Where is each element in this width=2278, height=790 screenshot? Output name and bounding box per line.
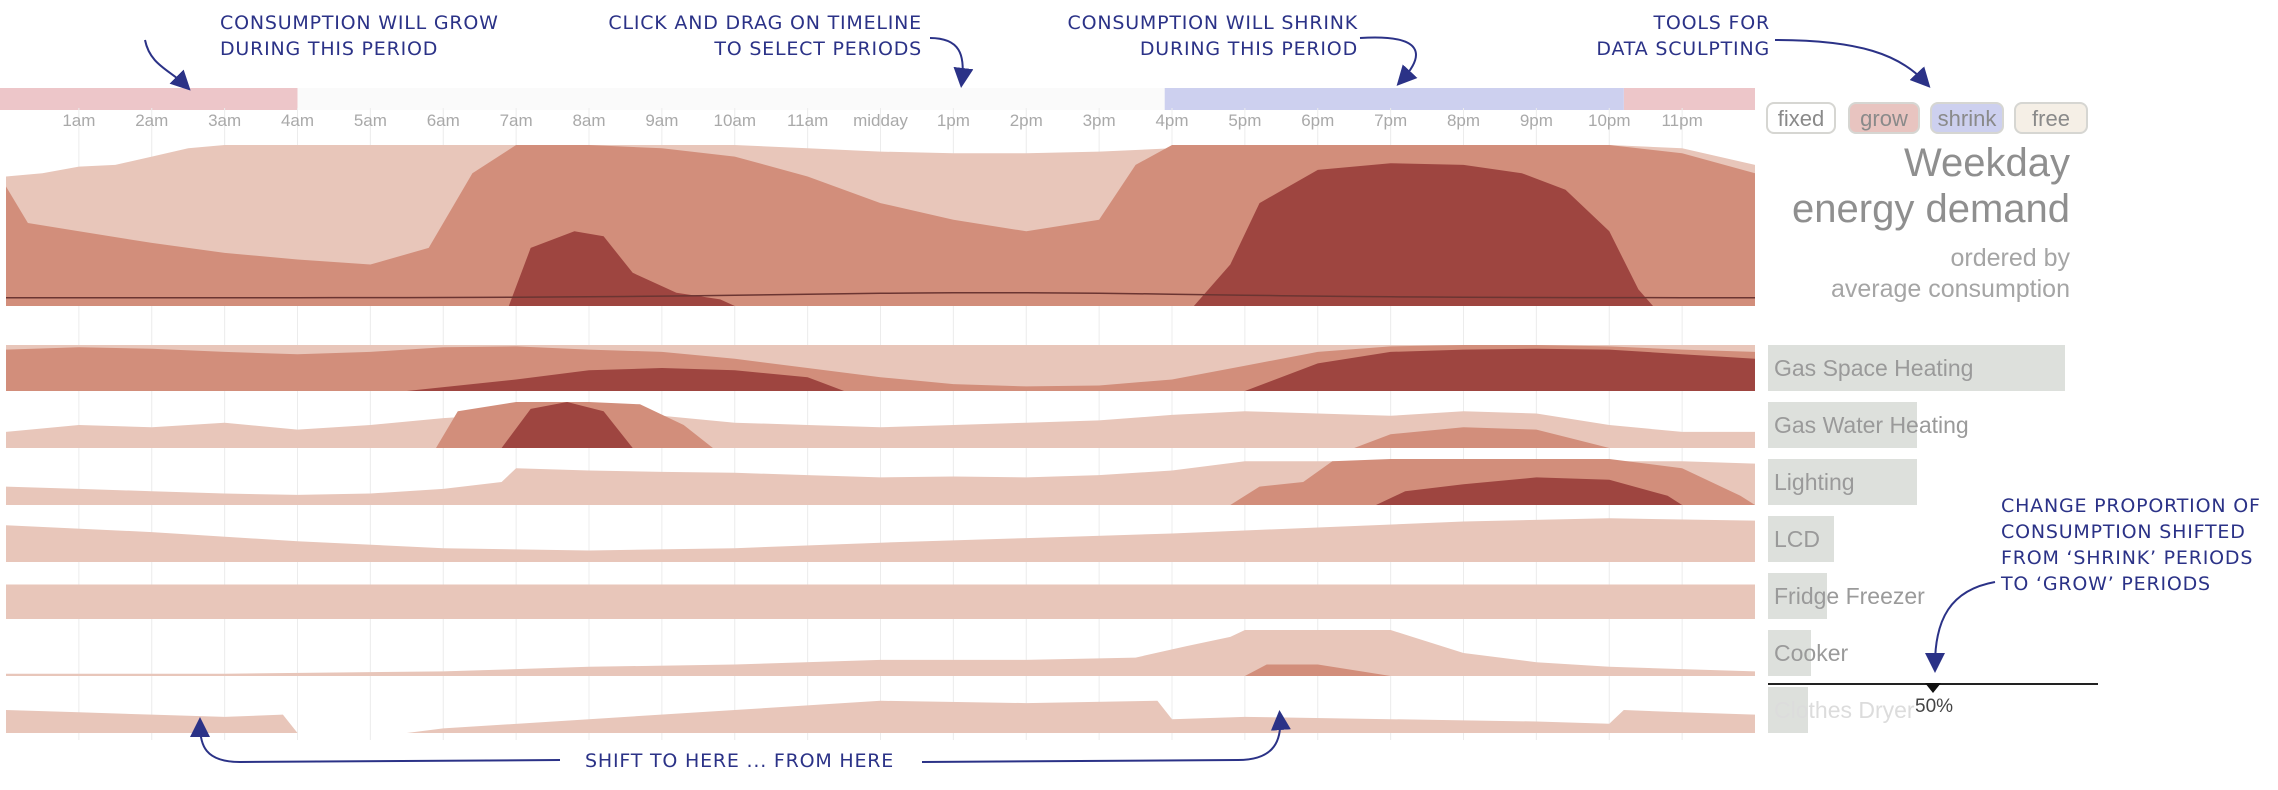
appliance-row[interactable] (6, 584, 1755, 620)
row-light-area (6, 584, 1755, 619)
row-light-area (6, 518, 1755, 562)
annotation-tools-line2: DATA SCULPTING (1596, 38, 1770, 60)
appliance-row[interactable] (6, 402, 1755, 448)
annotation-shift: SHIFT TO HERE ... FROM HERE (585, 750, 895, 772)
arrow-shift-right (921, 710, 1291, 763)
tool-free-button[interactable]: free (2014, 102, 2088, 134)
annotation-drag-line2: TO SELECT PERIODS (714, 38, 922, 60)
x-tick-label: 6pm (1301, 111, 1334, 130)
tool-fixed-button[interactable]: fixed (1766, 102, 1836, 134)
x-tick-label: 2am (135, 111, 168, 130)
x-tick-label: 8am (572, 111, 605, 130)
appliance-share-bar (1768, 630, 1811, 676)
x-tick-label: 10pm (1588, 111, 1631, 130)
annotation-shrink-line1: CONSUMPTION WILL SHRINK (1067, 12, 1358, 34)
row-dark-area (501, 402, 633, 448)
appliance-share-bar (1768, 687, 1808, 733)
appliance-share-bar (1768, 516, 1834, 562)
appliance-row[interactable] (6, 700, 1755, 733)
x-tick-label: 8pm (1447, 111, 1480, 130)
shrink-period-band-0[interactable] (1164, 88, 1624, 110)
x-tick-label: 6am (427, 111, 460, 130)
row-light-area (6, 700, 1755, 733)
annotation-proportion-line2: CONSUMPTION SHIFTED (2001, 521, 2246, 543)
annotation-proportion-line4: TO ‘GROW’ PERIODS (2001, 573, 2211, 595)
annotation-shrink: CONSUMPTION WILL SHRINK DURING THIS PERI… (1068, 10, 1359, 62)
x-tick-label: 11am (787, 111, 828, 130)
panel-title-line1: Weekday (1903, 141, 2070, 185)
panel-subtitle-line2: average consumption (1830, 275, 2070, 303)
annotation-grow: CONSUMPTION WILL GROW DURING THIS PERIOD (220, 10, 499, 62)
annotation-tools: TOOLS FOR DATA SCULPTING (1596, 10, 1770, 62)
annotation-arrows (144, 36, 1996, 764)
appliance-label[interactable]: Clothes Dryer (1774, 697, 1915, 723)
row-mid-area (1244, 664, 1391, 676)
row-dark-area (1376, 477, 1683, 505)
grow-period-band-0[interactable] (0, 88, 298, 110)
annotation-drag: CLICK AND DRAG ON TIMELINE TO SELECT PER… (608, 10, 922, 62)
appliance-share-bar (1768, 345, 2065, 391)
proportion-slider-value: 50% (1915, 696, 1954, 717)
x-tick-label: midday (853, 111, 908, 130)
grow-period-band-1[interactable] (1623, 88, 1755, 110)
appliance-label[interactable]: Cooker (1774, 640, 1849, 666)
appliance-share-bar (1768, 573, 1828, 619)
appliance-label[interactable]: Gas Space Heating (1774, 355, 1974, 381)
appliance-share-bar (1768, 402, 1917, 448)
annotation-tools-line1: TOOLS FOR (1653, 12, 1770, 34)
appliance-row[interactable] (6, 630, 1755, 676)
appliance-label[interactable]: Fridge Freezer (1774, 583, 1925, 609)
appliance-label[interactable]: Gas Water Heating (1774, 412, 1969, 438)
annotation-drag-line1: CLICK AND DRAG ON TIMELINE (608, 12, 922, 34)
tool-grow-button[interactable]: grow (1848, 102, 1920, 134)
arrow-drag (929, 37, 974, 88)
row-dark-area (406, 348, 1755, 391)
x-tick-label: 2pm (1010, 111, 1043, 130)
panel-subtitle-line1: ordered by (1950, 244, 2070, 272)
x-tick-label: 1pm (937, 111, 970, 130)
tool-shrink-button[interactable]: shrink (1930, 102, 2004, 134)
x-tick-label: 1am (62, 111, 95, 130)
x-tick-label: 5am (354, 111, 387, 130)
appliance-label[interactable]: Lighting (1774, 469, 1855, 495)
arrow-shift-left (190, 717, 561, 764)
x-tick-label: 9pm (1520, 111, 1553, 130)
appliance-rows (6, 345, 1755, 733)
annotation-proportion: CHANGE PROPORTION OF CONSUMPTION SHIFTED… (2001, 493, 2261, 597)
annotation-grow-line2: DURING THIS PERIOD (220, 38, 439, 60)
arrow-shrink (1359, 36, 1418, 86)
x-tick-label: 7am (500, 111, 533, 130)
x-tick-label: 3am (208, 111, 241, 130)
annotation-shrink-line2: DURING THIS PERIOD (1139, 38, 1358, 60)
x-tick-label: 7pm (1374, 111, 1407, 130)
panel-title-line2: energy demand (1792, 187, 2070, 231)
x-tick-label: 3pm (1083, 111, 1116, 130)
panel-subtitle: ordered by average consumption (1831, 243, 2070, 305)
x-tick-label: 11pm (1661, 111, 1702, 130)
appliance-share-bar (1768, 459, 1917, 505)
arrow-tools (1774, 39, 1931, 88)
total-baseline-line (6, 291, 1755, 299)
x-tick-label: 10am (713, 111, 756, 130)
x-tick-label: 9am (645, 111, 678, 130)
annotation-proportion-line3: FROM ‘SHRINK’ PERIODS (2001, 547, 2254, 569)
x-tick-label: 5pm (1228, 111, 1261, 130)
annotation-proportion-line1: CHANGE PROPORTION OF (2001, 495, 2261, 517)
appliance-row[interactable] (6, 518, 1755, 562)
appliance-label[interactable]: LCD (1774, 526, 1821, 552)
appliance-row[interactable] (6, 459, 1755, 505)
timeline[interactable] (0, 88, 1755, 110)
appliance-row[interactable] (6, 345, 1755, 391)
arrow-grow (144, 39, 191, 91)
total-demand-area (6, 145, 1755, 306)
x-tick-label: 4pm (1155, 111, 1188, 130)
x-tick-label: 4am (281, 111, 314, 130)
annotation-grow-line1: CONSUMPTION WILL GROW (220, 12, 499, 34)
arrow-proportion (1925, 581, 1996, 673)
total-dark-area (508, 163, 1653, 306)
proportion-slider-handle[interactable] (1925, 683, 1941, 693)
panel-title: Weekday energy demand (1792, 140, 2070, 232)
